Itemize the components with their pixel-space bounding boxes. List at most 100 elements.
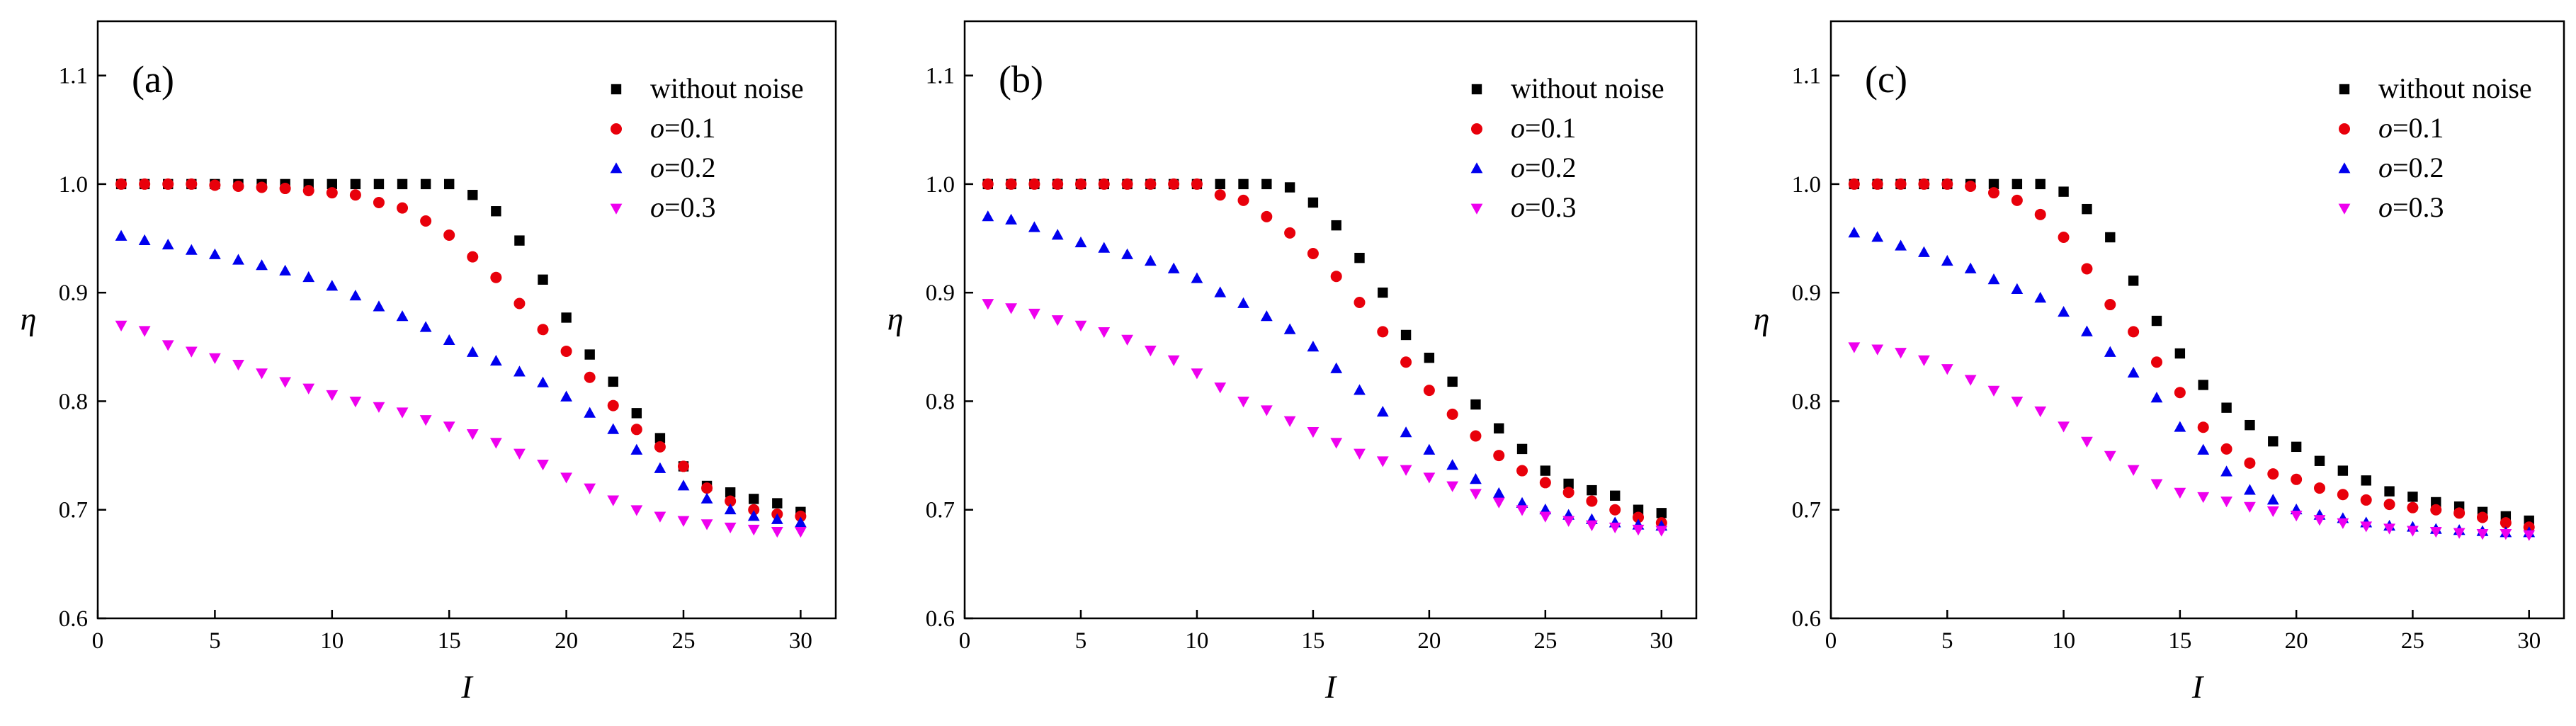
- data-point: [2266, 494, 2279, 505]
- data-point: [327, 178, 337, 190]
- data-point: [537, 324, 549, 336]
- data-point: [1516, 443, 1528, 455]
- data-point: [2268, 436, 2279, 447]
- legend-marker: [1470, 203, 1483, 215]
- data-point: [443, 178, 455, 190]
- x-tick-label: 15: [2168, 628, 2191, 654]
- data-point: [2220, 465, 2232, 477]
- data-point: [1354, 384, 1366, 395]
- data-point: [467, 190, 478, 200]
- data-point: [1376, 456, 1389, 467]
- y-tick-label: 0.8: [59, 389, 88, 414]
- data-point: [1633, 511, 1645, 523]
- data-point: [2500, 529, 2512, 540]
- data-point: [115, 229, 127, 241]
- y-axis-title: η: [21, 301, 37, 337]
- x-tick-label: 0: [92, 628, 104, 654]
- data-point: [2244, 484, 2256, 495]
- plot-frame: [1829, 20, 2565, 620]
- data-point: [982, 299, 994, 310]
- legend-entry: o=0.3: [1511, 191, 1577, 223]
- data-point: [2058, 421, 2070, 433]
- data-point: [326, 187, 338, 199]
- data-point: [2151, 315, 2162, 327]
- data-point: [1941, 254, 1953, 266]
- data-point: [115, 320, 127, 331]
- data-point: [1871, 231, 1884, 242]
- data-point: [1121, 248, 1133, 259]
- data-point: [1098, 242, 1111, 253]
- data-point: [302, 271, 315, 283]
- data-point: [677, 460, 689, 472]
- data-point: [2220, 443, 2232, 455]
- data-point: [771, 513, 783, 524]
- data-point: [747, 510, 760, 521]
- data-point: [1191, 272, 1203, 283]
- data-point: [514, 365, 526, 377]
- x-tick-label: 25: [671, 628, 695, 654]
- data-point: [373, 196, 385, 208]
- data-point: [162, 178, 174, 190]
- data-point: [2337, 465, 2349, 476]
- legend-symbol: o: [1511, 152, 1525, 183]
- data-point: [1028, 178, 1040, 190]
- data-point: [1330, 271, 1342, 283]
- data-point: [373, 178, 385, 190]
- data-point: [208, 248, 221, 259]
- data-point: [2337, 489, 2349, 501]
- panel-label: (b): [999, 58, 1043, 101]
- data-point: [1121, 334, 1133, 346]
- data-point: [1423, 472, 1436, 484]
- data-point: [677, 480, 690, 491]
- legend-marker: [611, 123, 622, 135]
- data-point: [326, 390, 339, 402]
- data-point: [2011, 194, 2023, 206]
- data-point: [2174, 387, 2186, 399]
- chart-panel-1: 0 5 10 15 20 25 30 0.6 0.7 0.8 0.9 1.0 1.1 Iη (a) witho…: [21, 20, 837, 705]
- data-point: [373, 402, 385, 413]
- data-point: [2290, 510, 2303, 522]
- data-point: [1237, 194, 1249, 206]
- data-point: [2407, 492, 2418, 502]
- series-square: [115, 178, 806, 517]
- data-point: [2477, 511, 2488, 523]
- data-point: [256, 368, 268, 380]
- legend-value: =0.3: [664, 191, 716, 223]
- data-point: [2407, 526, 2419, 537]
- data-point: [1074, 178, 1086, 190]
- data-point: [2058, 305, 2070, 317]
- data-point: [2035, 178, 2046, 190]
- data-point: [2034, 208, 2046, 220]
- data-point: [630, 505, 643, 516]
- data-point: [1587, 484, 1597, 496]
- data-point: [279, 183, 291, 195]
- data-point: [1656, 508, 1667, 518]
- data-point: [443, 229, 455, 241]
- data-point: [2104, 299, 2116, 311]
- legend-entry: o=0.3: [2378, 191, 2444, 223]
- data-point: [397, 202, 409, 214]
- data-point: [2453, 528, 2466, 539]
- legend-symbol: o: [650, 191, 664, 223]
- data-point: [1051, 315, 1064, 327]
- data-point: [1988, 187, 1999, 199]
- y-tick-label: 0.6: [59, 606, 88, 632]
- data-point: [1609, 504, 1621, 516]
- legend-value: without noise: [2378, 72, 2532, 104]
- data-point: [1260, 405, 1273, 416]
- y-tick-label: 1.0: [926, 172, 955, 198]
- data-point: [1608, 522, 1621, 534]
- data-point: [1052, 178, 1064, 190]
- data-point: [1470, 473, 1482, 484]
- data-point: [1214, 382, 1227, 394]
- x-tick-label: 25: [1533, 628, 1557, 654]
- legend-entry: o=0.2: [650, 152, 716, 183]
- data-point: [466, 429, 479, 441]
- data-point: [232, 359, 244, 371]
- x-tick-label: 10: [320, 628, 344, 654]
- data-point: [1848, 342, 1861, 353]
- data-point: [2034, 406, 2047, 418]
- data-point: [279, 264, 292, 276]
- data-point: [2221, 402, 2232, 413]
